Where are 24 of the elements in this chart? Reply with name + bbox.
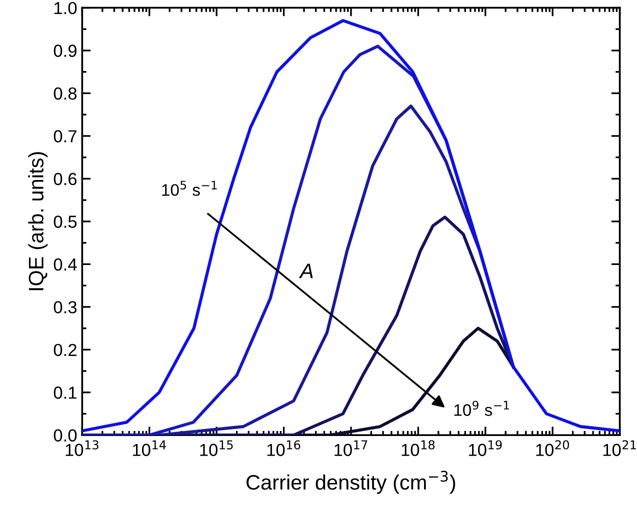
x-tick-label: 10$^{17}$ xyxy=(334,440,368,456)
annotation: 10$^{5}$ s$^{−1}$ xyxy=(162,180,217,196)
x-axis-title: Carrier denstity (cm$^{−3}$) xyxy=(246,470,456,494)
y-tick-label: 0.6 xyxy=(54,172,77,186)
annotation: A xyxy=(298,264,313,278)
y-tick-label: 0.0 xyxy=(54,429,77,442)
y-tick-label: 0.3 xyxy=(54,301,77,314)
y-tick-label: 1.0 xyxy=(54,2,77,14)
y-tick-label: 0.8 xyxy=(54,87,77,100)
x-tick-label: 10$^{15}$ xyxy=(200,440,233,456)
x-tick-label: 10$^{16}$ xyxy=(267,440,300,456)
x-tick-label: 10$^{19}$ xyxy=(469,440,502,456)
x-tick-label: 10$^{18}$ xyxy=(402,440,435,456)
y-tick-label: 0.1 xyxy=(54,386,76,399)
x-tick-label: 10$^{14}$ xyxy=(132,440,166,456)
x-tick-label: 10$^{20}$ xyxy=(536,440,570,456)
y-tick-label: 0.5 xyxy=(54,216,77,228)
y-tick-label: 0.4 xyxy=(54,258,77,271)
x-tick-label: 10$^{21}$ xyxy=(603,440,636,456)
y-tick-label: 0.2 xyxy=(54,344,76,356)
y-axis-title: IQE (arb. units) xyxy=(28,152,48,290)
annotation: 10$^{9}$ s$^{−1}$ xyxy=(454,400,509,416)
y-tick-label: 0.7 xyxy=(54,130,76,142)
y-tick-label: 0.9 xyxy=(54,44,76,57)
